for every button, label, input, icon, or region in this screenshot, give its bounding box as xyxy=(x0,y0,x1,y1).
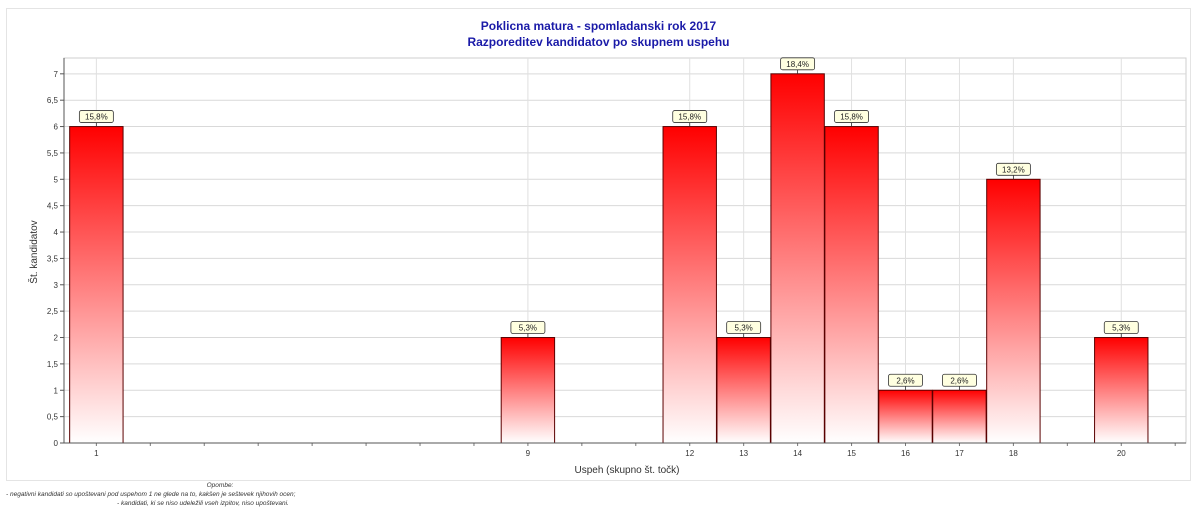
y-tick-label: 1,5 xyxy=(47,360,59,369)
bar xyxy=(824,126,879,444)
data-label: 15,8% xyxy=(85,113,108,122)
y-tick-label: 6,5 xyxy=(47,96,59,105)
data-label: 2,6% xyxy=(950,376,968,385)
x-tick-label: 20 xyxy=(1117,449,1126,458)
y-tick-label: 7 xyxy=(54,70,59,79)
y-tick-label: 5,5 xyxy=(47,149,59,158)
y-tick-label: 6 xyxy=(54,123,59,132)
y-tick-label: 4,5 xyxy=(47,202,59,211)
x-tick-label: 17 xyxy=(955,449,964,458)
bar xyxy=(662,126,717,444)
x-tick-label: 18 xyxy=(1009,449,1018,458)
x-tick-label: 13 xyxy=(739,449,748,458)
y-tick-label: 0,5 xyxy=(47,413,59,422)
data-label: 13,2% xyxy=(1002,165,1025,174)
data-label: 5,3% xyxy=(519,324,537,333)
data-label: 15,8% xyxy=(678,113,701,122)
y-tick-label: 3 xyxy=(54,281,59,290)
x-tick-label: 9 xyxy=(526,449,531,458)
x-tick-label: 15 xyxy=(847,449,856,458)
x-tick-label: 1 xyxy=(94,449,99,458)
data-label: 18,4% xyxy=(786,60,809,69)
x-tick-label: 16 xyxy=(901,449,910,458)
x-tick-label: 14 xyxy=(793,449,802,458)
bar xyxy=(716,337,771,444)
bar xyxy=(986,178,1041,444)
chart-subtitle: Razporeditev kandidatov po skupnem uspeh… xyxy=(467,35,730,49)
y-tick-label: 4 xyxy=(54,228,59,237)
notes: Opombe: - negativni kandidati so upoštev… xyxy=(0,481,440,508)
notes-heading: Opombe: xyxy=(206,482,234,489)
note-line-1: - negativni kandidati so upoštevani pod … xyxy=(6,491,296,498)
y-tick-label: 1 xyxy=(54,386,59,395)
note-line-2: - kandidati, ki se niso udeležili vseh i… xyxy=(117,500,289,507)
data-label: 5,3% xyxy=(735,324,753,333)
bar xyxy=(1094,337,1149,444)
bar xyxy=(69,126,124,444)
y-tick-label: 3,5 xyxy=(47,254,59,263)
bar xyxy=(932,389,987,444)
data-label: 2,6% xyxy=(896,376,914,385)
x-axis-label: Uspeh (skupno št. točk) xyxy=(574,465,679,476)
y-axis-label: Št. kandidatov xyxy=(27,220,40,283)
bar xyxy=(770,73,825,444)
data-label: 15,8% xyxy=(840,113,863,122)
chart-title: Poklicna matura - spomladanski rok 2017 xyxy=(480,19,717,33)
bar xyxy=(500,337,556,444)
x-tick-label: 12 xyxy=(685,449,694,458)
y-tick-label: 5 xyxy=(54,175,59,184)
y-tick-label: 0 xyxy=(54,439,59,448)
y-tick-label: 2,5 xyxy=(47,307,59,316)
y-tick-label: 2 xyxy=(54,334,59,343)
bar xyxy=(878,389,933,444)
data-label: 5,3% xyxy=(1112,324,1130,333)
